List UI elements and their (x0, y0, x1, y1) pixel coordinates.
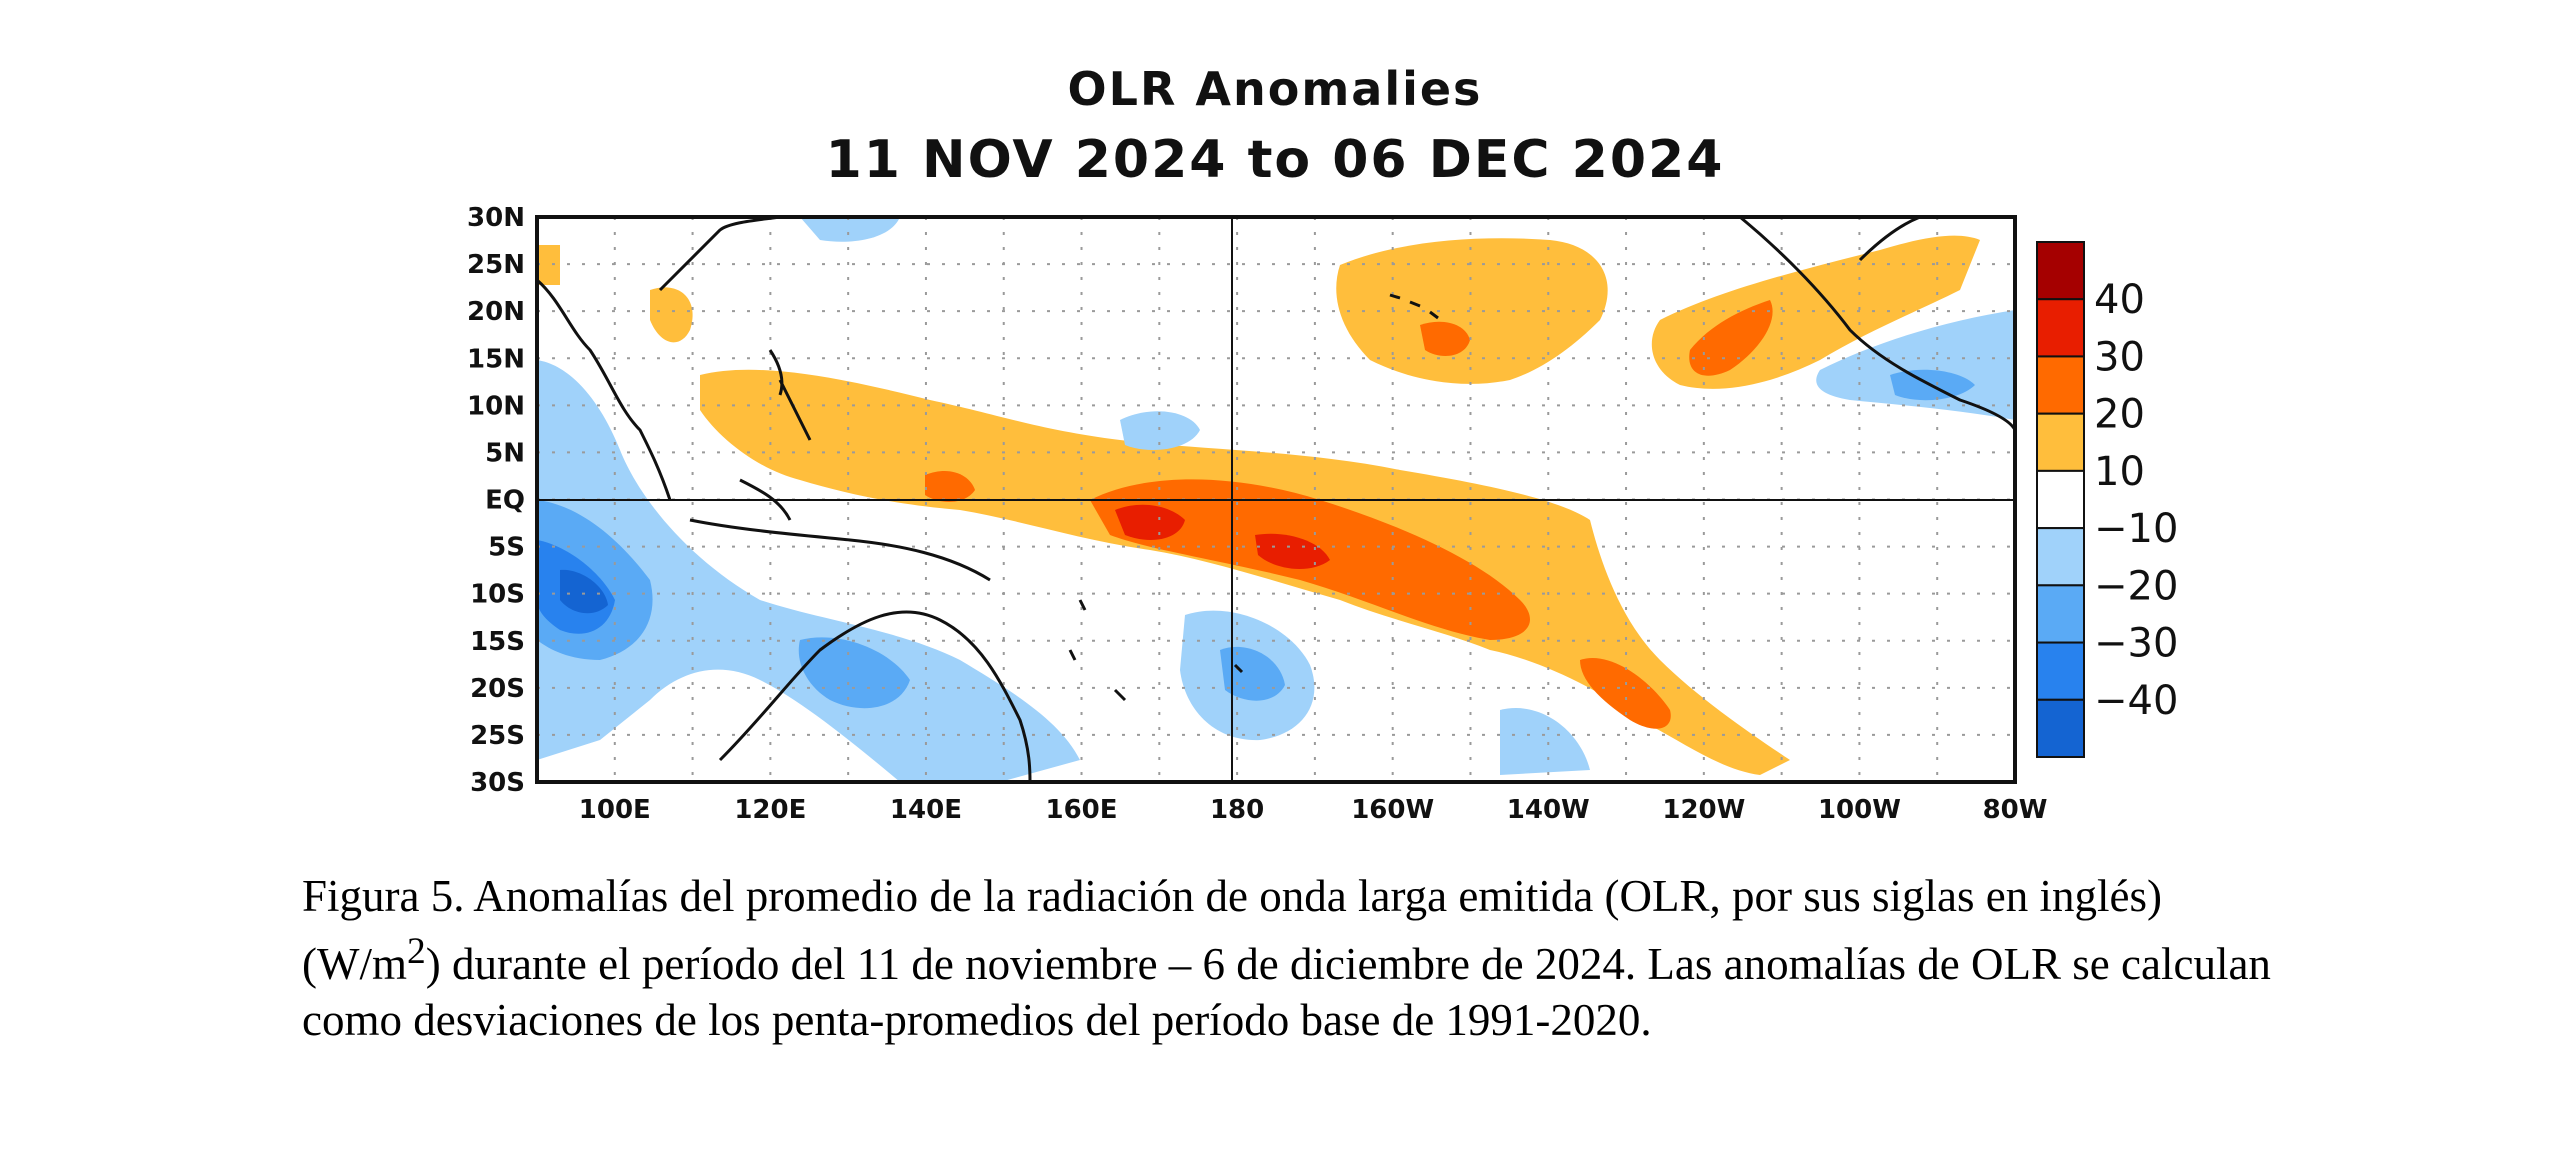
lat-tick-label: 15N (467, 344, 525, 374)
coastline-australia (718, 610, 1032, 782)
lat-tick-label: 20N (467, 297, 525, 327)
coastline-islands (1068, 599, 1244, 702)
lon-tick-label: 140E (890, 795, 962, 825)
moderate-negative-australia (798, 637, 910, 709)
map-title: OLR Anomalies (1067, 62, 1483, 116)
caption-superscript: 2 (406, 931, 426, 972)
lat-tick-label: 30S (470, 768, 525, 798)
colorbar-label: 30 (2094, 334, 2145, 380)
max-positive-dateline (1115, 504, 1185, 540)
positive-anomaly-philippines (650, 287, 693, 343)
lon-tick-label: 180 (1210, 795, 1264, 825)
lat-tick-label: 10S (470, 580, 525, 610)
colorbar-label: −40 (2094, 678, 2178, 724)
map-date-range: 11 NOV 2024 to 06 DEC 2024 (825, 130, 1725, 190)
positive-anomaly-hawaii (1336, 238, 1608, 384)
colorbar-label: −30 (2094, 621, 2178, 667)
negative-anomaly-indian-ocean (537, 360, 1080, 782)
negative-anomaly-central-america (1816, 310, 2015, 420)
colorbar-label: 10 (2094, 449, 2145, 495)
negative-anomaly-north (800, 217, 900, 242)
lat-tick-label: 15S (470, 627, 525, 657)
coastline-asia (537, 217, 781, 501)
lon-tick-label: 80W (1983, 795, 2048, 825)
colorbar-swatch (2036, 527, 2085, 587)
caption-text-2: ) durante el período del 11 de noviembre… (302, 939, 2271, 1045)
lon-tick-label: 120W (1662, 795, 1745, 825)
colorbar-swatch (2036, 298, 2085, 358)
lon-tick-label: 160E (1046, 795, 1118, 825)
caption-text-1: Figura 5. Anomalías del promedio de la r… (302, 871, 2162, 989)
negative-anomaly-west-pacific (1120, 411, 1200, 450)
max-negative-indian (560, 569, 608, 614)
anomaly-fields (537, 217, 2015, 782)
lat-tick-label: 5N (485, 438, 525, 468)
lon-tick-label: 160W (1351, 795, 1434, 825)
latitude-axis: 30N 25N 20N 15N 10N 5N EQ 5S 10S 15S 20S 25S 30S (467, 203, 525, 798)
lat-tick-label: 30N (467, 203, 525, 233)
colorbar-swatch (2036, 241, 2085, 301)
strong-positive-hawaii (1420, 321, 1470, 356)
colorbar-label: −20 (2094, 563, 2178, 609)
coastline-indonesia (689, 478, 991, 582)
colorbar-label: 40 (2094, 277, 2145, 323)
lon-tick-label: 140W (1507, 795, 1590, 825)
longitude-axis: 100E 120E 140E 160E 180 160W 140W 120W 100W 80W (579, 795, 2048, 825)
lat-tick-label: 10N (467, 391, 525, 421)
colorbar-swatch (2036, 584, 2085, 644)
moderate-negative-south-pacific (1220, 646, 1285, 701)
strong-positive-mexico (1689, 300, 1773, 376)
colorbar-swatch (2036, 412, 2085, 472)
coastlines (537, 217, 2015, 782)
strong-positive-maritime (925, 470, 975, 502)
lat-tick-label: 25N (467, 250, 525, 280)
colorbar-swatch (2036, 641, 2085, 701)
lat-tick-label: 25S (470, 721, 525, 751)
figure-caption: Figura 5. Anomalías del promedio de la r… (302, 868, 2302, 1048)
colorbar-label: 20 (2094, 392, 2145, 438)
colorbar: 40 30 20 10 −10 −20 −30 −40 (2036, 241, 2178, 758)
positive-anomaly-arabian (537, 245, 560, 285)
positive-anomaly-central-pacific (700, 369, 1790, 775)
lat-tick-label: EQ (485, 486, 525, 516)
lon-tick-label: 120E (734, 795, 806, 825)
map-frame (535, 215, 2017, 784)
lon-tick-label: 100E (579, 795, 651, 825)
strong-positive-south-pacific (1580, 658, 1671, 729)
lon-tick-label: 100W (1818, 795, 1901, 825)
negative-anomaly-south-east (1500, 708, 1590, 775)
colorbar-label: −10 (2094, 506, 2178, 552)
lat-tick-label: 20S (470, 674, 525, 704)
coastline-hawaii (1389, 293, 1439, 320)
colorbar-swatch (2036, 469, 2085, 530)
colorbar-swatch (2036, 355, 2085, 415)
max-positive-south (1255, 533, 1330, 570)
colorbar-swatch (2036, 698, 2085, 758)
coastline-north-america (1739, 217, 2015, 431)
coastline-philippines (768, 349, 812, 441)
lat-tick-label: 5S (488, 533, 525, 563)
